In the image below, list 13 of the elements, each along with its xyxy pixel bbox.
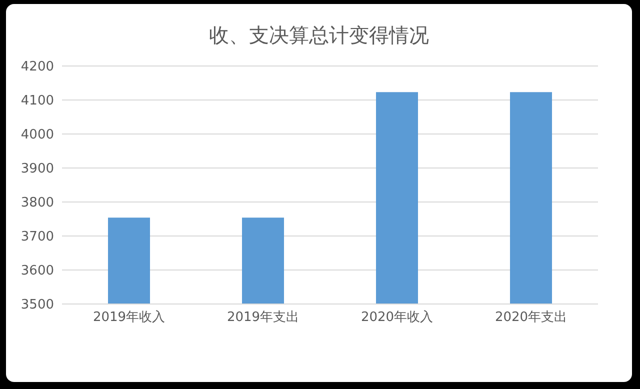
y-tick-label: 3500 bbox=[20, 298, 54, 313]
y-tick-label: 3600 bbox=[20, 264, 54, 279]
x-tick-label: 2019年收入 bbox=[92, 310, 166, 326]
y-tick-label: 3800 bbox=[20, 196, 54, 211]
y-tick-label: 3900 bbox=[20, 162, 54, 177]
x-tick-label: 2020年收入 bbox=[360, 310, 434, 326]
y-tick-label: 4100 bbox=[20, 94, 54, 109]
chart-title: 收、支决算总计变得情况 bbox=[208, 22, 430, 49]
y-tick-label: 3700 bbox=[20, 230, 54, 245]
y-tick-label: 4200 bbox=[20, 60, 54, 75]
y-tick-label: 4000 bbox=[20, 128, 54, 143]
x-tick-label: 2019年支出 bbox=[226, 310, 300, 326]
x-tick-label: 2020年支出 bbox=[494, 310, 568, 326]
